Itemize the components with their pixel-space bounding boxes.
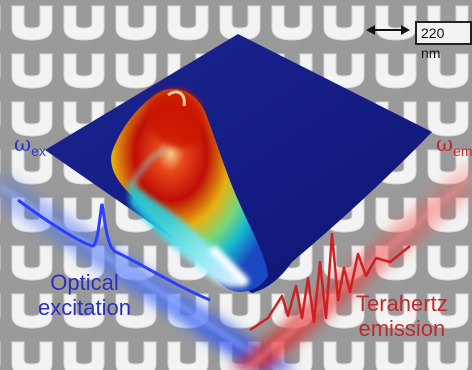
scale-bar-label: 220 nm xyxy=(415,21,472,61)
omega-ex-symbol: ω xyxy=(14,132,32,156)
terahertz-label-line1: Terahertz xyxy=(356,291,448,316)
optical-excitation-label: Optical excitation xyxy=(38,270,131,320)
field-enhancement-surface xyxy=(45,34,432,293)
terahertz-emission-label: Terahertz emission xyxy=(356,291,448,341)
double-arrow-icon xyxy=(366,25,410,35)
optical-excitation-pulse xyxy=(17,198,211,302)
terahertz-emission-pulse xyxy=(249,232,411,332)
optical-label-line1: Optical xyxy=(50,270,119,295)
omega-ex-subscript: ex xyxy=(31,143,46,160)
omega-em-subscript: em xyxy=(453,143,472,160)
emission-frequency-label: ωem xyxy=(436,132,472,159)
omega-em-symbol: ω xyxy=(436,132,454,156)
optical-label-line2: excitation xyxy=(38,295,131,320)
terahertz-label-line2: emission xyxy=(358,316,446,341)
excitation-frequency-label: ωex xyxy=(14,132,46,159)
terahertz-emission-beam xyxy=(230,158,472,370)
